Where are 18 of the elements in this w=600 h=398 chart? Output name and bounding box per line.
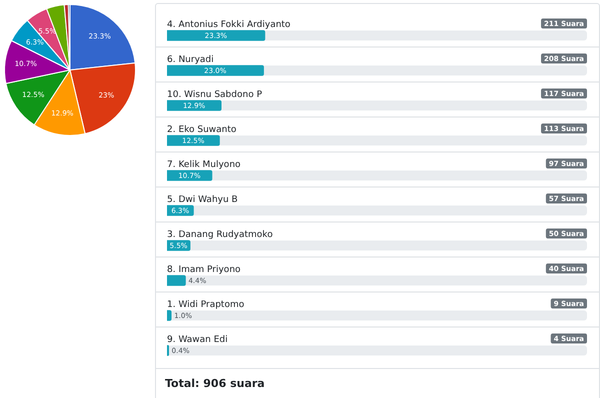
category-label: 2. Eko Suwanto — [167, 124, 236, 135]
bar — [167, 135, 220, 146]
bar — [167, 100, 222, 111]
category-label: 7. Kelik Mulyono — [167, 160, 241, 170]
text: Total: 906 suara — [156, 368, 599, 398]
category-label: 8. Imam Priyono — [167, 264, 241, 275]
category-label: 5. Dwi Wahyu B — [167, 194, 238, 205]
category-label: 6. Nuryadi — [167, 54, 214, 65]
bar — [167, 310, 172, 321]
category-label: 1. Widi Praptomo — [167, 300, 244, 310]
bar — [167, 170, 212, 181]
bar — [167, 30, 266, 41]
category-label: 4. Antonius Fokki Ardiyanto — [167, 20, 290, 30]
category-label: 3. Danang Rudyatmoko — [167, 230, 273, 240]
bar — [167, 275, 186, 286]
bar — [167, 65, 264, 76]
category-label: 10. Wisnu Sabdono P — [167, 90, 262, 100]
category-label: 9. Wawan Edi — [167, 334, 228, 345]
